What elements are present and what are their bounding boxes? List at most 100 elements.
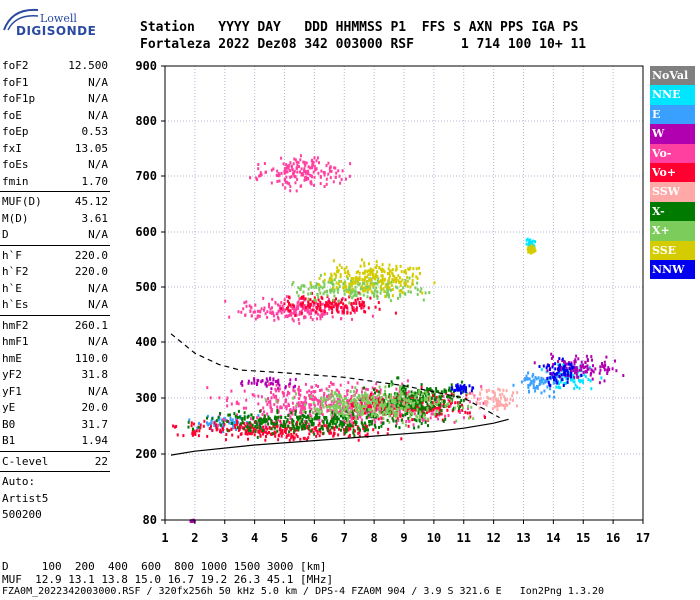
- param-label: foEs: [2, 158, 29, 171]
- header-column-values: Fortaleza 2022 Dez08 342 003000 RSF 1 71…: [140, 37, 587, 52]
- data-point: [569, 371, 572, 375]
- data-point: [433, 412, 436, 416]
- data-point: [351, 317, 353, 321]
- data-point: [396, 376, 399, 380]
- data-point: [376, 296, 379, 300]
- data-point: [258, 416, 261, 420]
- data-point: [438, 411, 441, 415]
- data-point: [376, 401, 379, 405]
- data-point: [241, 380, 244, 384]
- data-point: [313, 426, 316, 430]
- data-point: [299, 437, 302, 441]
- data-point: [611, 367, 614, 371]
- data-point: [574, 383, 577, 387]
- data-point: [534, 386, 537, 390]
- data-point: [303, 395, 306, 399]
- data-point: [458, 411, 461, 414]
- data-point: [550, 374, 553, 378]
- data-point: [380, 400, 383, 404]
- param-label: foF1: [2, 75, 29, 89]
- data-point: [461, 403, 463, 407]
- data-point: [556, 380, 559, 383]
- data-point: [528, 390, 530, 394]
- data-point: [305, 161, 308, 165]
- data-point: [323, 285, 326, 289]
- data-point: [287, 305, 290, 309]
- param-value: 22: [94, 454, 108, 468]
- data-point: [512, 398, 514, 402]
- data-point: [366, 295, 369, 299]
- data-point: [468, 384, 471, 388]
- data-point: [512, 391, 515, 395]
- data-point: [285, 405, 288, 409]
- data-point: [417, 388, 420, 392]
- data-point: [292, 388, 295, 392]
- data-point: [450, 399, 453, 403]
- data-point: [353, 415, 356, 419]
- data-point: [196, 426, 199, 430]
- data-point: [192, 422, 195, 426]
- param-row: fmin 1.70: [0, 174, 110, 191]
- data-point: [401, 291, 404, 295]
- data-point: [310, 391, 313, 394]
- data-point: [351, 305, 354, 309]
- data-point: [457, 409, 460, 413]
- data-point: [445, 391, 448, 395]
- data-point: [391, 406, 394, 410]
- data-point: [382, 406, 384, 410]
- data-point: [351, 296, 354, 300]
- data-point: [278, 383, 281, 387]
- data-point: [315, 383, 318, 387]
- data-point: [316, 156, 319, 160]
- data-point: [317, 171, 320, 175]
- param-row: M(D) 3.61: [0, 211, 110, 228]
- data-point: [352, 277, 355, 281]
- data-point: [352, 431, 355, 435]
- data-point: [348, 301, 351, 305]
- data-point: [258, 428, 261, 432]
- data-point: [488, 388, 491, 392]
- data-point: [336, 397, 339, 401]
- data-point: [319, 182, 322, 185]
- data-point: [566, 373, 569, 377]
- param-row: C-level 22: [0, 454, 110, 471]
- data-point: [257, 402, 260, 406]
- data-point: [225, 438, 227, 442]
- data-point: [309, 166, 312, 170]
- data-point: [243, 427, 246, 431]
- data-point: [290, 175, 293, 179]
- data-point: [394, 399, 397, 403]
- data-point: [375, 406, 378, 409]
- data-point: [527, 249, 530, 253]
- data-point: [285, 407, 288, 411]
- data-point: [286, 315, 289, 319]
- data-point: [366, 290, 369, 294]
- data-point: [334, 391, 337, 395]
- data-point: [270, 396, 273, 400]
- data-point: [281, 304, 284, 308]
- data-point: [556, 372, 558, 376]
- data-point: [304, 170, 307, 174]
- data-point: [413, 426, 416, 430]
- data-point: [387, 427, 390, 431]
- data-point: [348, 273, 351, 277]
- data-point: [562, 366, 565, 369]
- data-point: [398, 426, 401, 430]
- legend-item: SSW: [650, 182, 695, 202]
- data-point: [460, 380, 463, 384]
- data-point: [381, 263, 384, 267]
- data-point: [264, 438, 267, 442]
- data-point: [384, 294, 387, 298]
- data-point: [333, 288, 336, 292]
- data-point: [368, 420, 371, 423]
- data-point: [336, 415, 339, 419]
- data-point: [573, 387, 576, 391]
- data-point: [319, 317, 322, 321]
- data-point: [469, 391, 472, 395]
- data-point: [268, 305, 270, 309]
- data-point: [268, 426, 271, 429]
- data-point: [590, 355, 593, 359]
- data-point: [356, 417, 359, 420]
- data-point: [257, 167, 260, 171]
- data-point: [254, 430, 257, 433]
